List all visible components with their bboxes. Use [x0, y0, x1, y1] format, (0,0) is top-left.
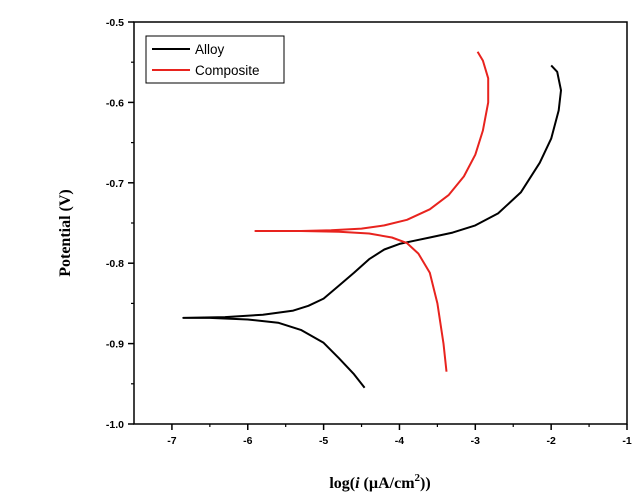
x-axis-label-sup: 2	[415, 472, 421, 484]
legend-label-alloy: Alloy	[195, 42, 225, 57]
x-tick-label: -5	[319, 435, 328, 447]
x-axis-label-mid: (µA/cm	[360, 475, 416, 492]
y-axis-label: Potential (V)	[57, 189, 74, 277]
x-axis-label-prefix: log(	[329, 475, 355, 492]
axes-layer: -7 -6 -5 -4 -3 -2 -1 -0.5 -0.6 -0.7 -0.8 -0.9 -1.0	[106, 17, 632, 447]
legend-box	[145, 35, 285, 84]
x-axis-label-suffix: ))	[420, 475, 431, 492]
x-tick-label: -4	[395, 435, 404, 447]
x-tick-label: -1	[622, 435, 631, 447]
x-tick-label: -3	[471, 435, 480, 447]
series-layer	[182, 51, 562, 389]
series-line-composite	[254, 51, 490, 372]
legend: Alloy Composite	[145, 35, 285, 84]
x-tick-label: -2	[546, 435, 555, 447]
x-tick-label: -6	[243, 435, 252, 447]
y-tick-label: -0.5	[106, 17, 124, 29]
y-tick-label: -0.9	[106, 339, 124, 351]
y-tick-label: -0.8	[106, 258, 124, 270]
x-axis-label-italic: i	[355, 475, 360, 492]
y-tick-label: -0.6	[106, 97, 124, 109]
legend-label-composite: Composite	[195, 63, 260, 78]
y-tick-label: -1.0	[106, 419, 124, 431]
y-tick-label: -0.7	[106, 178, 124, 190]
x-axis-label: log(i (µA/cm2))	[329, 472, 430, 492]
x-tick-label: -7	[167, 435, 176, 447]
series-line-alloy	[182, 64, 562, 389]
